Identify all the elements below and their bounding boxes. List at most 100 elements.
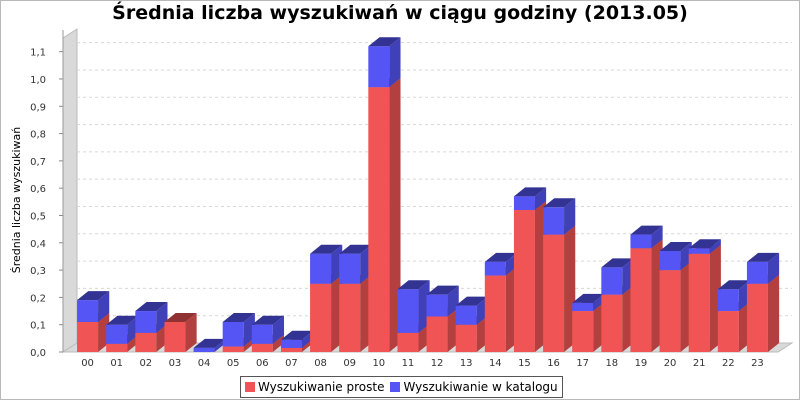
bar-top bbox=[513, 187, 547, 197]
bar-segment-simple bbox=[339, 274, 372, 352]
bar-top bbox=[164, 312, 197, 322]
y-tick-label: 0,1 bbox=[30, 321, 46, 332]
bar-segment-catalog bbox=[543, 198, 576, 235]
bar-front bbox=[280, 347, 302, 352]
bar-front bbox=[368, 46, 390, 88]
bar-side bbox=[564, 198, 576, 235]
gridline-wall bbox=[62, 206, 78, 216]
bar-side bbox=[767, 252, 780, 284]
legend-label-simple: Wyszukiwanie proste bbox=[258, 380, 385, 394]
bar-front bbox=[601, 294, 623, 352]
x-tick-label: 18 bbox=[605, 358, 618, 369]
bar-top bbox=[339, 244, 372, 254]
bar-front bbox=[280, 339, 302, 348]
bar-segment-catalog bbox=[135, 302, 168, 333]
x-tick-label: 16 bbox=[547, 358, 560, 369]
x-tick-label: 21 bbox=[693, 358, 706, 369]
bar-segment-simple bbox=[513, 201, 547, 352]
y-axis-label: Średnia liczba wyszukiwań bbox=[10, 127, 23, 274]
bar-front bbox=[310, 253, 332, 284]
x-tick-label: 02 bbox=[139, 358, 152, 369]
bar-segment-catalog bbox=[630, 225, 663, 249]
x-tick-label: 09 bbox=[343, 358, 356, 369]
y-tick-label: 0,0 bbox=[30, 348, 46, 359]
bar-front bbox=[543, 207, 565, 235]
bar-front bbox=[688, 248, 710, 254]
y-tick-label: 0,2 bbox=[30, 293, 46, 304]
bar-segment-catalog bbox=[397, 280, 430, 333]
gridline-wall bbox=[62, 96, 78, 107]
x-tick-label: 10 bbox=[372, 358, 385, 369]
x-tick-label: 03 bbox=[169, 358, 182, 369]
bar-side bbox=[98, 291, 110, 322]
bar-side bbox=[767, 274, 780, 352]
bar-segment-catalog bbox=[746, 252, 780, 284]
bar-top bbox=[280, 330, 314, 340]
bar-side bbox=[534, 187, 547, 211]
bar-top bbox=[106, 315, 139, 325]
bar-segment-catalog bbox=[339, 244, 372, 284]
bar-front bbox=[135, 332, 157, 352]
legend-swatch-catalog bbox=[390, 382, 401, 392]
bar-front bbox=[339, 253, 361, 284]
bar-front bbox=[630, 248, 652, 352]
bar-front bbox=[746, 261, 768, 284]
y-tick-label: 1,0 bbox=[30, 75, 46, 86]
bar-top bbox=[543, 198, 576, 208]
bar-segment-simple bbox=[368, 78, 401, 352]
bar-front bbox=[426, 294, 448, 317]
y-tick-label: 0,6 bbox=[30, 184, 46, 195]
legend: Wyszukiwanie proste Wyszukiwanie w katal… bbox=[240, 376, 563, 398]
bar-side bbox=[272, 315, 285, 344]
bar-side bbox=[389, 78, 401, 352]
bar-front bbox=[455, 305, 477, 325]
bar-front bbox=[397, 289, 419, 333]
x-tick-label: 17 bbox=[576, 358, 589, 369]
x-tick-label: 20 bbox=[664, 358, 677, 369]
gridline-wall bbox=[62, 233, 78, 244]
bar-front bbox=[251, 343, 273, 352]
bar-front bbox=[77, 300, 99, 322]
y-tick-label: 0,3 bbox=[30, 266, 46, 277]
x-tick-label: 01 bbox=[110, 358, 123, 369]
x-tick-label: 13 bbox=[460, 358, 473, 369]
bar-segment-catalog bbox=[513, 187, 547, 211]
bar-segment-simple bbox=[659, 261, 692, 352]
gridline-wall bbox=[62, 42, 78, 53]
bar-front bbox=[630, 234, 652, 249]
bar-segment-catalog bbox=[688, 239, 721, 254]
x-tick-label: 14 bbox=[489, 358, 502, 369]
gridline-wall bbox=[62, 178, 78, 189]
bar-top bbox=[222, 312, 255, 322]
bar-front bbox=[484, 261, 506, 276]
bar-segment-simple bbox=[601, 285, 634, 352]
bar-side bbox=[709, 239, 721, 254]
legend-item-catalog: Wyszukiwanie w katalogu bbox=[390, 380, 558, 394]
y-tick-label: 1,1 bbox=[30, 48, 46, 59]
gridline-wall bbox=[62, 124, 78, 134]
bar-front bbox=[164, 321, 186, 352]
bar-front bbox=[106, 343, 128, 352]
bar-top bbox=[193, 338, 226, 348]
bar-top bbox=[601, 258, 634, 268]
gridline-wall bbox=[62, 260, 78, 271]
bar-front bbox=[717, 311, 739, 352]
x-tick-label: 04 bbox=[198, 358, 211, 369]
bar-front bbox=[106, 324, 128, 344]
bar-front bbox=[513, 196, 535, 211]
x-tick-label: 23 bbox=[751, 358, 764, 369]
bar-front bbox=[135, 311, 157, 333]
bar-top bbox=[746, 252, 780, 262]
bar-top bbox=[630, 225, 663, 235]
y-tick-label: 0,9 bbox=[30, 102, 46, 113]
x-tick-label: 19 bbox=[635, 358, 648, 369]
bar-front bbox=[193, 347, 215, 352]
bar-top bbox=[659, 241, 692, 251]
x-tick-label: 22 bbox=[722, 358, 735, 369]
bar-top bbox=[484, 252, 518, 262]
gridline-wall bbox=[62, 315, 78, 326]
bar-segment-catalog bbox=[601, 258, 634, 295]
bar-segment-catalog bbox=[77, 291, 110, 322]
x-tick-label: 05 bbox=[227, 358, 240, 369]
